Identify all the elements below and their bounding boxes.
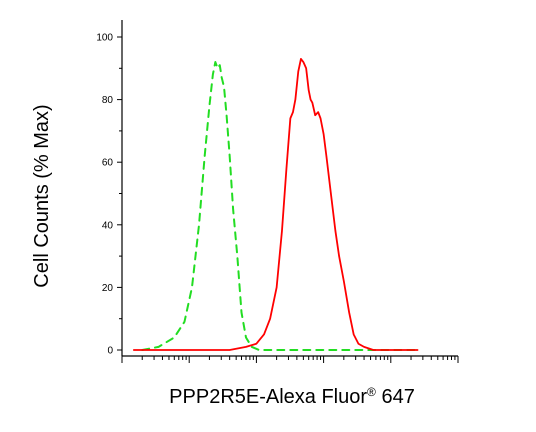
- axes-layer: 0 20 40 60 80 100: [96, 20, 459, 363]
- red-solid-histogram: [132, 58, 419, 351]
- y-tick-label: 20: [102, 283, 114, 294]
- y-tick-label: 100: [96, 33, 113, 44]
- green-dashed-histogram: [141, 61, 419, 351]
- y-axis-title: Cell Counts (% Max): [31, 104, 53, 287]
- x-axis-title-mark: ®: [367, 385, 376, 399]
- y-tick-label: 80: [102, 95, 114, 106]
- series-layer: [132, 58, 419, 351]
- y-tick-label: 40: [102, 220, 114, 231]
- y-tick-label: 0: [107, 346, 113, 357]
- x-axis-title-prefix: PPP2R5E-Alexa Fluor: [169, 386, 367, 408]
- x-axis-title: PPP2R5E-Alexa Fluor® 647: [169, 385, 415, 408]
- plot-area: [132, 58, 419, 351]
- x-axis-title-suffix: 647: [376, 386, 415, 408]
- y-tick-label: 60: [102, 158, 114, 169]
